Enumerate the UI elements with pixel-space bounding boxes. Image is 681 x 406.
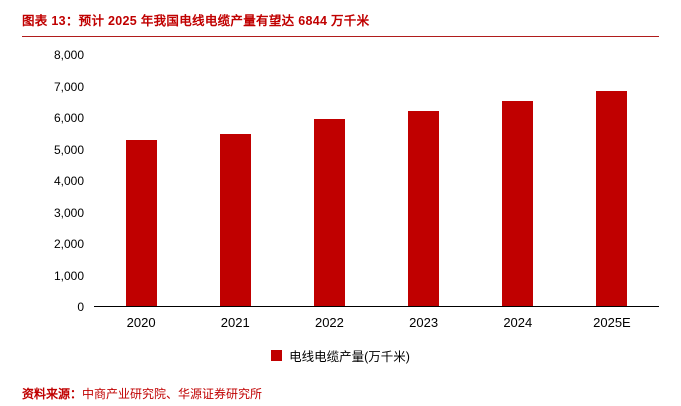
legend-label: 电线电缆产量(万千米): [289, 350, 410, 364]
bar-2022: [313, 119, 345, 306]
y-tick-label: 7,000: [53, 79, 84, 94]
bar-column-2022: [282, 55, 376, 306]
y-tick-label: 3,000: [53, 205, 84, 220]
x-tick-label-2024: 2024: [503, 315, 533, 330]
x-tick-label-2021: 2021: [220, 315, 250, 330]
y-tick-label: 2,000: [53, 237, 84, 251]
x-tick-label-2023: 2023: [409, 315, 439, 330]
bar-column-2021: [188, 55, 282, 306]
y-tick-label: 8,000: [53, 48, 84, 62]
bar-column-2025E: [565, 55, 659, 306]
figure-title: 图表 13：预计 2025 年我国电线电缆产量有望达 6844 万千米: [22, 10, 659, 37]
bar-2023: [408, 110, 440, 306]
bar-column-2020: [94, 55, 188, 306]
y-tick-label: 5,000: [53, 142, 84, 157]
bar-2020: [125, 140, 157, 306]
y-tick-label: 1,000: [53, 268, 84, 283]
x-tick-label-2022: 2022: [314, 315, 344, 330]
bar-column-2023: [377, 55, 471, 306]
bar-column-2024: [471, 55, 565, 306]
y-axis: 0 1,000 2,000 3,000 4,000 5,000 6,000 7,000 8,00…: [22, 48, 94, 314]
bar-2025E: [596, 91, 628, 306]
y-tick-label: 4,000: [53, 174, 84, 188]
bar-2021: [219, 134, 251, 306]
source-label: 资料来源：: [22, 387, 83, 401]
bar-2024: [502, 100, 534, 306]
source-note: 资料来源：中商产业研究院、华源证券研究所: [22, 385, 659, 402]
legend-swatch: [271, 350, 283, 361]
x-tick-label-2025E: 2025E: [593, 315, 631, 330]
x-tick-label-2020: 2020: [126, 315, 156, 330]
y-tick-label: 0: [77, 300, 84, 314]
bar-chart: 0 1,000 2,000 3,000 4,000 5,000 6,000 7,000 8,00…: [22, 48, 659, 314]
plot-area: [94, 55, 659, 307]
x-axis-labels: 2020 2021 2022 2023 2024 2025E: [94, 315, 659, 330]
y-tick-label: 6,000: [53, 111, 84, 125]
legend: 电线电缆产量(万千米): [22, 346, 659, 365]
bars-container: [94, 55, 659, 307]
source-text: 中商产业研究院、华源证券研究所: [82, 387, 263, 401]
